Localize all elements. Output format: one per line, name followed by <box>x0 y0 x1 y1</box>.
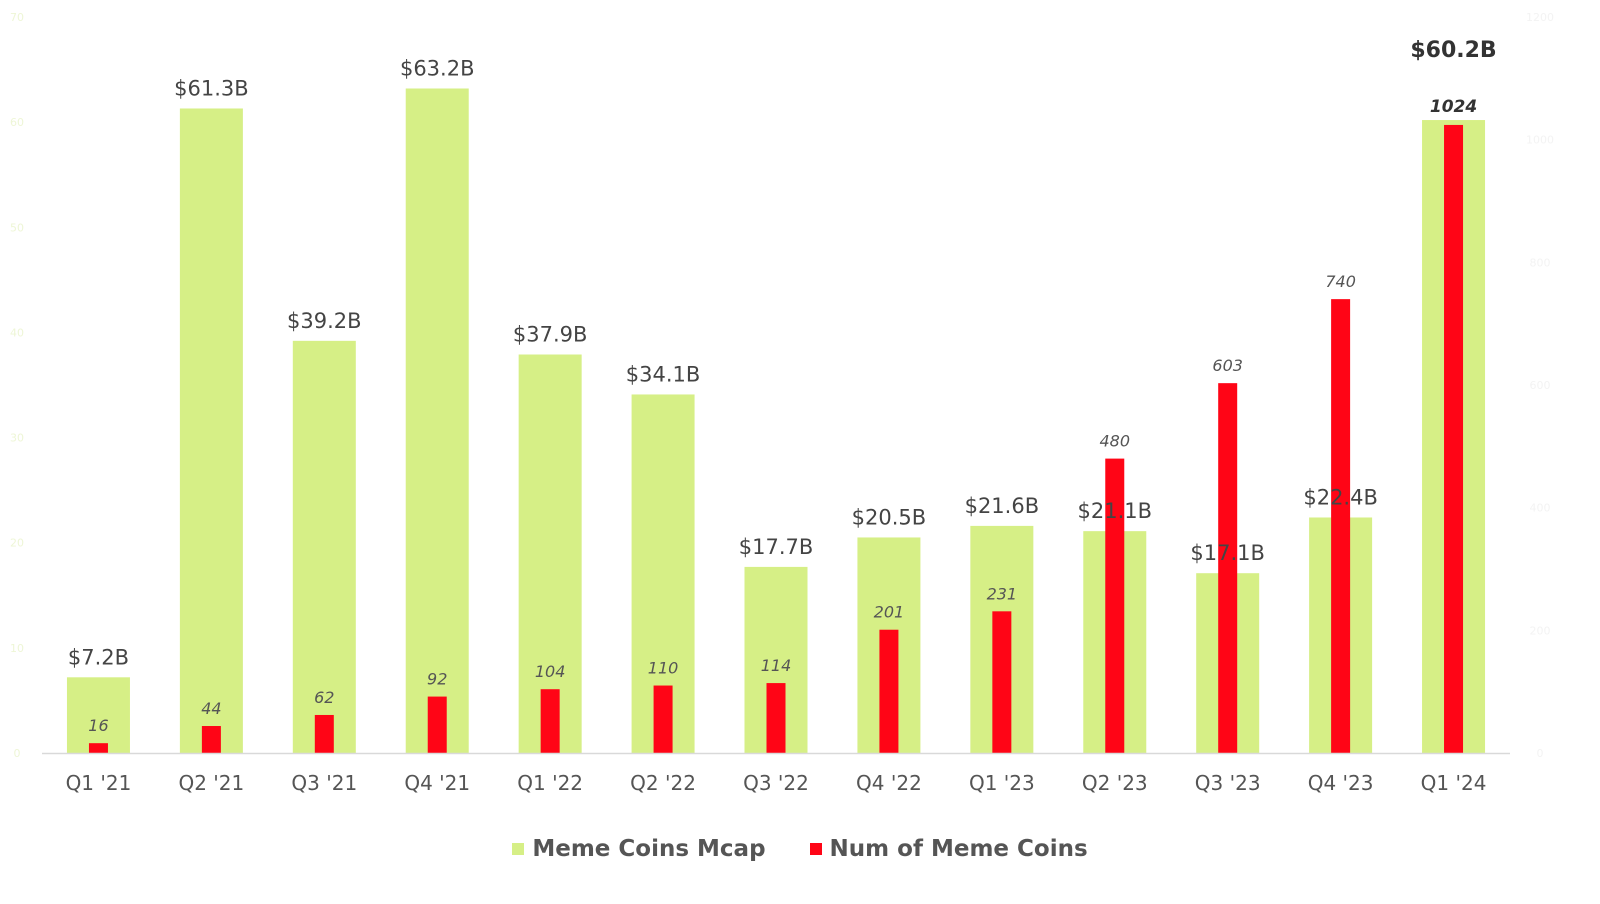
x-tick-label: Q4 '22 <box>856 771 922 795</box>
x-tick-label: Q1 '23 <box>969 771 1035 795</box>
mcap-data-label: $34.1B <box>626 362 701 386</box>
mcap-data-label: $17.1B <box>1190 541 1265 565</box>
y2-tick-label: 600 <box>1530 379 1551 392</box>
count-bar <box>1331 299 1351 753</box>
count-data-label: 92 <box>427 670 447 689</box>
count-bar <box>201 726 221 753</box>
x-tick-label: Q1 '24 <box>1421 771 1487 795</box>
x-tick-label: Q4 '21 <box>404 771 470 795</box>
y-tick-label: 0 <box>14 747 21 760</box>
mcap-data-label: $22.4B <box>1303 485 1378 509</box>
count-data-label: 231 <box>987 584 1018 603</box>
mcap-bar <box>66 677 130 753</box>
y-tick-label: 30 <box>10 432 24 445</box>
count-bar <box>314 714 334 753</box>
x-tick-label: Q2 '22 <box>630 771 696 795</box>
mcap-data-label: $21.6B <box>965 494 1040 518</box>
y2-tick-label: 400 <box>1530 502 1551 515</box>
x-tick-label: Q2 '21 <box>178 771 244 795</box>
mcap-data-label: $17.7B <box>739 535 814 559</box>
x-tick-label: Q3 '22 <box>743 771 809 795</box>
x-tick-label: Q3 '23 <box>1195 771 1261 795</box>
y2-tick-label: 1000 <box>1526 134 1554 147</box>
legend-swatch-count <box>809 843 822 855</box>
mcap-data-label: $20.5B <box>852 505 927 529</box>
x-tick-label: Q1 '22 <box>517 771 583 795</box>
mcap-bar <box>518 354 582 753</box>
mcap-data-label: $60.2B <box>1410 38 1496 63</box>
mcap-data-label: $37.9B <box>513 323 588 347</box>
count-bar <box>1218 383 1238 753</box>
legend: Meme Coins Mcap Num of Meme Coins <box>0 836 1600 862</box>
count-data-label: 104 <box>535 662 566 681</box>
x-tick-label: Q3 '21 <box>291 771 357 795</box>
count-bar <box>766 683 786 753</box>
y-tick-label: 40 <box>10 326 24 339</box>
mcap-bar <box>292 340 356 753</box>
legend-item-mcap[interactable]: Meme Coins Mcap <box>512 836 766 862</box>
legend-swatch-mcap <box>512 843 525 855</box>
mcap-bar <box>179 108 243 753</box>
y-tick-label: 70 <box>10 11 24 24</box>
count-bar <box>992 611 1012 753</box>
mcap-data-label: $63.2B <box>400 56 475 80</box>
y2-tick-label: 0 <box>1537 747 1544 760</box>
count-bar <box>427 696 447 753</box>
y-tick-label: 60 <box>10 116 24 129</box>
y2-tick-label: 800 <box>1530 256 1551 269</box>
mcap-bar <box>405 88 469 754</box>
legend-item-count[interactable]: Num of Meme Coins <box>809 836 1088 862</box>
count-data-label: 201 <box>874 603 905 622</box>
count-bar <box>1105 458 1125 753</box>
mcap-data-label: $21.1B <box>1078 499 1153 523</box>
count-data-label: 110 <box>648 659 679 678</box>
count-bar <box>653 685 673 753</box>
x-tick-label: Q2 '23 <box>1082 771 1148 795</box>
y-tick-label: 50 <box>10 221 24 234</box>
y-tick-label: 10 <box>10 642 24 655</box>
mcap-data-label: $39.2B <box>287 309 362 333</box>
x-tick-label: Q1 '21 <box>66 771 132 795</box>
count-data-label: 480 <box>1099 432 1130 451</box>
count-data-label: 44 <box>201 699 221 718</box>
count-bar <box>879 629 899 753</box>
count-data-label: 114 <box>761 656 792 675</box>
x-tick-label: Q4 '23 <box>1308 771 1374 795</box>
count-data-label: 16 <box>88 716 108 735</box>
y2-tick-label: 1200 <box>1526 11 1554 24</box>
mcap-data-label: $61.3B <box>174 76 249 100</box>
mcap-data-label: $7.2B <box>68 645 129 669</box>
y-tick-label: 20 <box>10 537 24 550</box>
count-bar <box>540 689 560 753</box>
y2-tick-label: 200 <box>1530 624 1551 637</box>
legend-label-count: Num of Meme Coins <box>829 836 1088 862</box>
count-data-label: 603 <box>1212 356 1243 375</box>
count-bar <box>88 743 108 753</box>
count-data-label: 740 <box>1325 272 1356 291</box>
legend-label-mcap: Meme Coins Mcap <box>532 836 766 862</box>
count-data-label: 1024 <box>1430 97 1477 117</box>
count-bar <box>1444 124 1464 754</box>
count-data-label: 62 <box>314 688 334 707</box>
